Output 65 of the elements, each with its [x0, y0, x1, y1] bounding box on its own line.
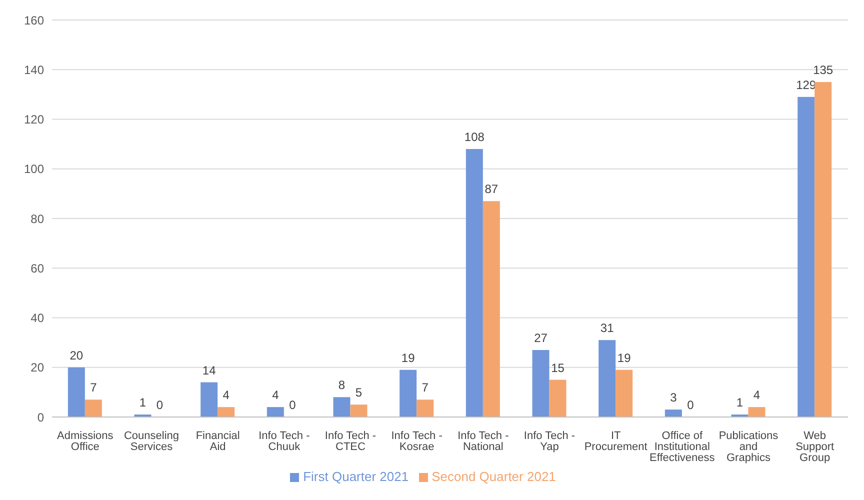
data-label: 8	[338, 378, 346, 392]
x-tick-label: Info Tech - CTEC	[324, 430, 376, 453]
x-tick-label: Publications and Graphics	[718, 430, 779, 464]
bar	[798, 96, 815, 417]
bar	[664, 410, 682, 417]
y-tick-label: 120	[24, 112, 44, 127]
data-label: 3	[670, 390, 678, 405]
bar	[532, 350, 550, 417]
bar	[814, 82, 832, 417]
y-tick-label: 80	[30, 212, 44, 226]
y-tick-label: 140	[24, 62, 44, 77]
bar	[350, 404, 368, 417]
bar	[616, 370, 633, 417]
data-label: 1	[139, 396, 146, 410]
bar	[68, 367, 85, 417]
data-label: 5	[355, 386, 362, 400]
x-tick-label: Info Tech - Chuuk	[258, 430, 310, 453]
x-tick-label: Info Tech - National	[458, 430, 510, 453]
x-tick-label: Info Tech - Yap	[524, 430, 576, 453]
bar	[218, 407, 235, 417]
bar	[466, 149, 483, 417]
data-label: 27	[534, 331, 548, 346]
x-tick-label: IT Procurement	[584, 430, 648, 453]
data-label: 87	[484, 182, 498, 196]
data-label: 31	[600, 321, 614, 336]
y-tick-label: 60	[30, 261, 44, 276]
data-label: 14	[202, 363, 216, 378]
data-label: 7	[90, 380, 98, 395]
y-tick-label: 100	[24, 162, 44, 176]
y-tick-label: 40	[30, 311, 44, 326]
bar	[266, 407, 284, 417]
bar	[482, 201, 500, 417]
bar	[549, 380, 566, 417]
bar	[200, 382, 218, 417]
x-tick-label: Admissions Office	[57, 430, 114, 453]
bar	[84, 400, 102, 417]
data-label: 108	[464, 130, 485, 144]
data-label: 7	[422, 380, 429, 395]
x-tick-label: Office of Institutional Effectiveness	[650, 430, 716, 464]
y-tick-label: 0	[37, 410, 44, 424]
y-tick-label: 20	[30, 360, 44, 375]
data-label: 19	[617, 350, 632, 365]
y-tick-label: 160	[24, 13, 44, 28]
bar	[416, 400, 434, 417]
data-label: 19	[401, 350, 416, 365]
bar	[400, 370, 417, 417]
data-label: 0	[156, 398, 164, 412]
legend-label: Second Quarter 2021	[432, 469, 556, 484]
data-label: 1	[736, 396, 744, 410]
bar	[333, 397, 350, 417]
data-label: 0	[289, 398, 296, 412]
data-label: 4	[753, 388, 760, 402]
data-label: 135	[813, 63, 834, 78]
bar	[598, 340, 616, 417]
data-label: 15	[551, 360, 565, 375]
x-tick-label: Info Tech - Kosrae	[391, 430, 443, 453]
x-tick-label: Web Support Group	[796, 430, 834, 464]
legend-label: First Quarter 2021	[303, 469, 409, 484]
bar	[748, 407, 766, 417]
x-tick-label: Financial Aid	[196, 430, 240, 453]
data-label: 4	[272, 388, 280, 402]
data-label: 4	[222, 388, 230, 402]
x-tick-label: Counseling Services	[124, 430, 180, 453]
data-label: 20	[70, 348, 84, 362]
data-label: 0	[687, 398, 694, 412]
